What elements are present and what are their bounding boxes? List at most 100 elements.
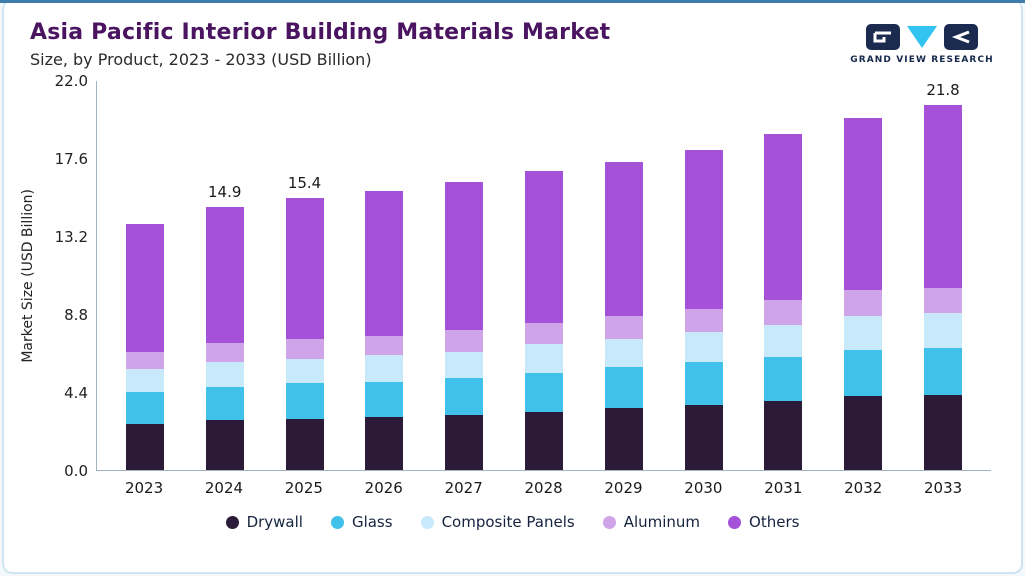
bar-segment-others (445, 181, 484, 331)
y-tick-label: 17.6 (54, 150, 88, 168)
bar-segment-others (285, 197, 324, 340)
legend-item-composite-panels: Composite Panels (420, 513, 575, 531)
y-axis: Market Size (USD Billion) 0.0 4.4 8.8 13.2 1… (18, 72, 96, 480)
legend-dot-icon (728, 515, 742, 529)
bar-segment-glass (125, 392, 164, 424)
stacked-bar (844, 118, 883, 470)
bar-segment-glass (365, 381, 404, 417)
bar-segment-aluminum (205, 342, 244, 363)
bar-segment-composite-panels (684, 332, 723, 363)
legend-label: Others (749, 513, 800, 531)
page-subtitle: Size, by Product, 2023 - 2033 (USD Billi… (30, 50, 372, 69)
stacked-bar (604, 162, 643, 470)
legend-dot-icon (420, 515, 434, 529)
x-axis-label: 2023 (124, 479, 164, 497)
bar-slot-2031 (764, 81, 803, 470)
stacked-bar-chart: Market Size (USD Billion) 0.0 4.4 8.8 13.2 1… (18, 72, 991, 497)
bar-segment-composite-panels (205, 362, 244, 387)
plot-area: 14.9 15.4 21.8 (96, 81, 991, 471)
bar-segment-others (924, 105, 963, 288)
legend-item-drywall: Drywall (225, 513, 303, 531)
x-axis-label: 2030 (684, 479, 723, 497)
y-tick-label: 13.2 (54, 228, 88, 246)
bar-segment-glass (524, 372, 563, 412)
legend-item-aluminum: Aluminum (602, 513, 701, 531)
bar-segment-others (365, 190, 404, 336)
bar-segment-others (604, 162, 643, 317)
bar-segment-glass (285, 383, 324, 419)
legend-label: Composite Panels (441, 513, 575, 531)
bar-segment-drywall (285, 418, 324, 470)
y-tick-label: 22.0 (54, 72, 88, 90)
bar-slot-2029 (604, 81, 643, 470)
stacked-bar (684, 149, 723, 470)
legend-item-glass: Glass (330, 513, 393, 531)
bar-segment-others (524, 171, 563, 324)
bar-segment-drywall (684, 404, 723, 470)
legend-item-others: Others (728, 513, 799, 531)
logo-r-icon (944, 24, 978, 50)
bar-segment-drywall (604, 408, 643, 470)
bar-segment-aluminum (924, 287, 963, 313)
y-tick-label: 4.4 (64, 384, 88, 402)
x-axis-label: 2033 (924, 479, 963, 497)
bar-segment-aluminum (684, 309, 723, 333)
grand-view-research-logo: GRAND VIEW RESEARCH (847, 24, 997, 65)
x-axis-label: 2025 (284, 479, 323, 497)
bar-segment-drywall (365, 416, 404, 470)
bar-segment-composite-panels (924, 312, 963, 348)
bar-segment-glass (684, 362, 723, 405)
bar-segment-others (205, 206, 244, 343)
stacked-bar (365, 190, 404, 470)
bar-segment-others (684, 149, 723, 310)
bar-segment-aluminum (764, 300, 803, 325)
bar-segment-drywall (205, 420, 244, 470)
bar-segment-glass (764, 356, 803, 402)
logo-g-icon (866, 24, 900, 50)
bar-slot-2032 (844, 81, 883, 470)
bar-segment-composite-panels (285, 358, 324, 384)
bar-segment-aluminum (844, 289, 883, 317)
bar-segment-glass (445, 378, 484, 416)
bar-segment-glass (205, 386, 244, 421)
x-axis-label: 2027 (444, 479, 483, 497)
bar-segment-aluminum (285, 339, 324, 359)
bar-segment-glass (844, 349, 883, 396)
bar-segment-drywall (764, 401, 803, 470)
stacked-bar (285, 197, 324, 470)
chart-legend: Drywall Glass Composite Panels Aluminum Othe… (4, 513, 1021, 531)
x-axis-label: 2031 (764, 479, 803, 497)
legend-label: Aluminum (623, 513, 701, 531)
x-axis-label: 2024 (204, 479, 244, 497)
bar-segment-composite-panels (445, 351, 484, 379)
stacked-bar (205, 206, 244, 470)
x-axis-label: 2029 (604, 479, 643, 497)
chart-header: Asia Pacific Interior Building Materials… (4, 0, 1021, 69)
bars-container: 14.9 15.4 21.8 (97, 81, 991, 470)
bar-segment-drywall (524, 411, 563, 470)
x-axis-label: 2026 (364, 479, 403, 497)
bar-value-label: 14.9 (208, 182, 242, 201)
bar-slot-2028 (524, 81, 563, 470)
legend-dot-icon (225, 515, 239, 529)
bar-segment-aluminum (604, 316, 643, 340)
bar-segment-aluminum (125, 351, 164, 370)
bar-segment-composite-panels (764, 325, 803, 357)
legend-dot-icon (330, 515, 344, 529)
bar-segment-drywall (125, 424, 164, 470)
stacked-bar (445, 181, 484, 470)
stacked-bar (125, 224, 164, 470)
legend-label: Drywall (246, 513, 303, 531)
bar-segment-drywall (844, 395, 883, 470)
bar-segment-glass (604, 367, 643, 409)
brand-text: GRAND VIEW RESEARCH (850, 55, 994, 65)
legend-dot-icon (602, 515, 616, 529)
bar-segment-glass (924, 347, 963, 395)
stacked-bar (524, 171, 563, 470)
bar-segment-drywall (924, 394, 963, 470)
bar-segment-composite-panels (604, 339, 643, 368)
bar-segment-aluminum (445, 330, 484, 352)
y-tick-label: 0.0 (64, 462, 88, 480)
bar-slot-2024: 14.9 (205, 81, 244, 470)
